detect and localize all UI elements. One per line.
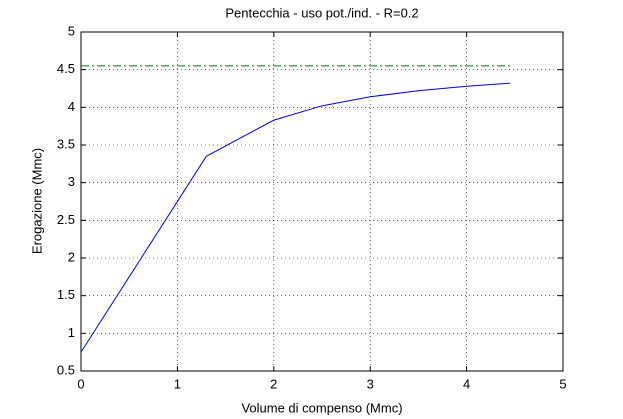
y-tick-label: 5 xyxy=(68,23,75,38)
x-tick-label: 0 xyxy=(77,376,84,391)
y-tick-label: 2.5 xyxy=(57,212,75,227)
x-tick-label: 1 xyxy=(174,376,181,391)
y-axis-label: Erogazione (Mmc) xyxy=(29,148,44,254)
y-tick-label: 3.5 xyxy=(57,136,75,151)
series-line xyxy=(80,82,511,353)
x-axis-label: Volume di compenso (Mmc) xyxy=(241,400,402,415)
y-tick-label: 4 xyxy=(68,99,75,114)
y-tick-label: 1.5 xyxy=(57,287,75,302)
x-tick-label: 4 xyxy=(463,376,470,391)
x-tick-label: 2 xyxy=(270,376,277,391)
chart-title: Pentecchia - uso pot./ind. - R=0.2 xyxy=(225,5,418,20)
x-tick-label: 5 xyxy=(559,376,566,391)
y-tick-label: 0.5 xyxy=(57,362,75,377)
y-tick-label: 2 xyxy=(68,249,75,264)
y-tick-label: 4.5 xyxy=(57,61,75,76)
y-tick-label: 3 xyxy=(68,174,75,189)
x-tick-label: 3 xyxy=(367,376,374,391)
y-tick-label: 1 xyxy=(68,325,75,340)
plot-area xyxy=(80,31,564,372)
